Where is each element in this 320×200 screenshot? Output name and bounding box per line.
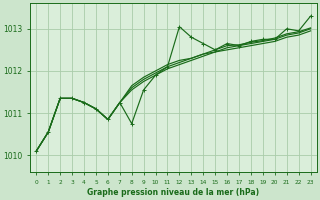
X-axis label: Graphe pression niveau de la mer (hPa): Graphe pression niveau de la mer (hPa): [87, 188, 260, 197]
